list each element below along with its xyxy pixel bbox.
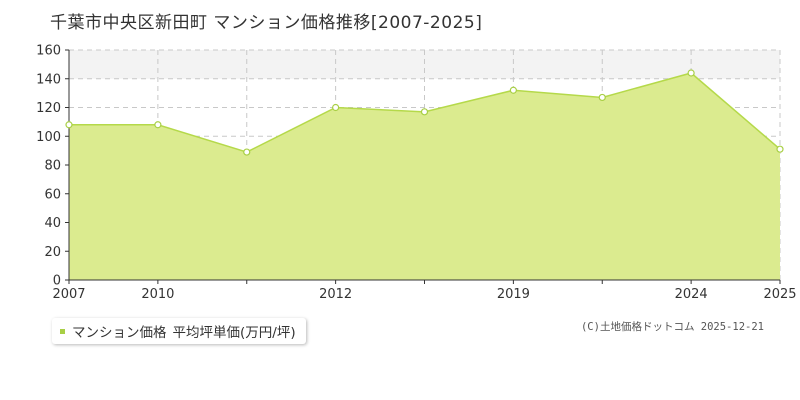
data-point-0 — [65, 121, 73, 129]
x-tick-label-2019: 2019 — [497, 287, 530, 302]
y-tick-label-140: 140 — [36, 72, 61, 87]
y-tick-label-60: 60 — [44, 187, 61, 202]
chart-title: 千葉市中央区新田町 マンション価格推移[2007-2025] — [50, 13, 483, 33]
y-tick-label-20: 20 — [44, 245, 61, 260]
square-marker-icon — [60, 328, 65, 334]
series-area-fill — [69, 73, 780, 280]
y-tick-label-0: 0 — [53, 274, 61, 289]
copyright-text: (C)土地価格ドットコム 2025-12-21 — [580, 321, 764, 333]
data-point-3 — [332, 103, 340, 112]
data-point-5 — [509, 86, 517, 94]
x-tick-label-2012: 2012 — [319, 287, 352, 302]
y-tick-label-160: 160 — [36, 44, 61, 59]
data-points — [65, 69, 784, 156]
y-tick-label-80: 80 — [44, 159, 61, 174]
y-tick-label-120: 120 — [36, 101, 61, 116]
x-tick-label-2010: 2010 — [141, 287, 174, 302]
y-tick-label-100: 100 — [36, 130, 61, 145]
data-point-8 — [776, 145, 784, 153]
tick-labels: 0 20 40 60 80 100 120 140 160 2007 2010 2012 2019 202… — [36, 44, 796, 303]
x-tick-label-2024: 2024 — [675, 287, 708, 302]
x-tick-label-2025: 2025 — [763, 287, 796, 302]
data-point-6 — [598, 93, 606, 102]
y-tick-label-40: 40 — [44, 216, 61, 231]
x-tick-label-2007: 2007 — [52, 287, 85, 302]
legend-series-label: マンション価格 — [72, 325, 167, 341]
legend: マンション価格 平均坪単価(万円/坪) — [52, 318, 306, 344]
data-point-7 — [687, 69, 695, 77]
legend-unit-label: 平均坪単価(万円/坪) — [172, 325, 296, 341]
axes — [65, 49, 781, 284]
data-point-1 — [154, 121, 162, 129]
data-point-2 — [243, 148, 251, 156]
data-point-4 — [420, 108, 429, 116]
